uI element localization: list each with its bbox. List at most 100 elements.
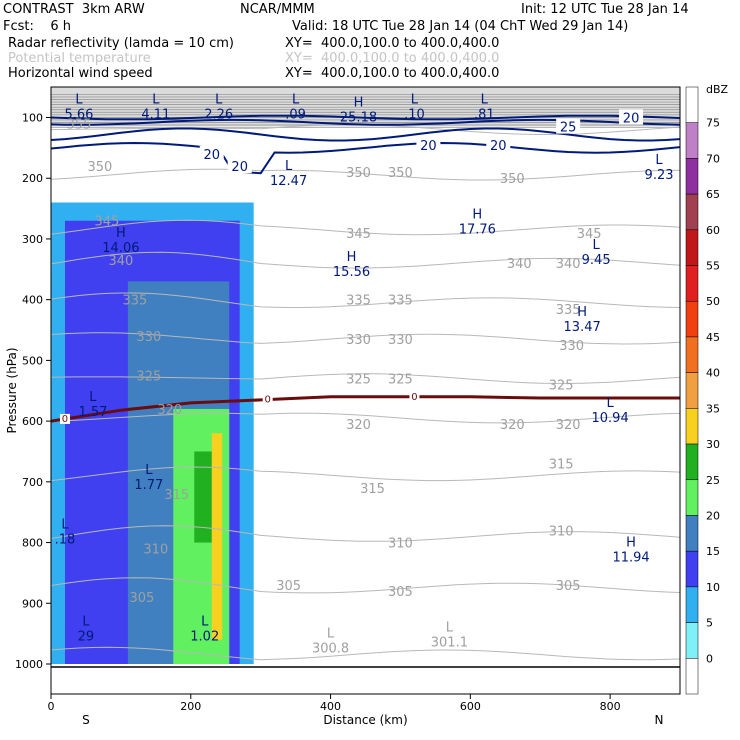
reflectivity-fill-layer (51, 202, 254, 664)
wind-extremum-value: .10 (404, 107, 425, 122)
colorbar-swatch (685, 586, 699, 623)
wind-extremum-value: 1.57 (78, 405, 107, 420)
isotach-label-bg (619, 109, 644, 125)
wind-extremum-type: L (655, 153, 663, 168)
colorbar-level-label: 0 (706, 652, 713, 665)
isotach-label: 25 (560, 121, 577, 136)
wind-extremum-value: .09 (285, 107, 306, 122)
colorbar-level-label: 40 (706, 367, 720, 380)
isentrope-label: 335 (556, 303, 581, 318)
isentrope-label: 320 (157, 403, 182, 418)
colorbar-swatch (685, 86, 699, 123)
isentrope-320 (51, 412, 680, 424)
wind-extremum-type: L (152, 92, 160, 107)
wind-extremum-value: 9.23 (645, 168, 674, 183)
isentrope-label: 355 (67, 118, 92, 133)
wind-extremum-type: L (75, 92, 83, 107)
colorbar-level-label: 10 (706, 581, 720, 594)
colorbar-swatch (685, 229, 699, 266)
y-tick-label: 600 (22, 415, 43, 428)
colorbar-level-label: 60 (706, 224, 720, 237)
isentrope-label: 315 (164, 488, 189, 503)
colorbar-swatch (685, 122, 699, 159)
freezing-level-label: 0 (62, 414, 68, 425)
forecast-hour: Fcst: 6 h (3, 19, 72, 34)
colorbar-swatch (685, 408, 699, 445)
wind-extremum-value: 4.11 (141, 107, 170, 122)
wind-extremum-value: 13.47 (564, 320, 601, 335)
isentrope-label: 350 (346, 166, 371, 181)
colorbar-swatch (685, 265, 699, 302)
isentrope-label: 340 (556, 257, 581, 272)
colorbar-swatch (685, 479, 699, 516)
colorbar-level-label: 35 (706, 402, 720, 415)
isentrope-345 (51, 219, 680, 236)
colorbar-swatch (685, 443, 699, 481)
x-tick-label: 600 (460, 700, 481, 713)
isentrope-350 (51, 168, 680, 181)
theta-extremum-type: L (327, 627, 335, 642)
isentrope-label: 305 (129, 591, 154, 606)
isentrope-label: 325 (136, 370, 161, 385)
freezing-level-label: 0 (411, 392, 417, 403)
isentrope-315 (51, 466, 680, 482)
colorbar-swatch (685, 193, 699, 231)
x-tick-label: 800 (600, 700, 621, 713)
wind-extremum-value: 1.02 (190, 630, 219, 645)
isentrope-label: 335 (388, 294, 413, 309)
isentrope-label: 325 (388, 373, 413, 388)
colorbar-level-label: 5 (706, 617, 713, 630)
x-tick-label: 400 (320, 700, 341, 713)
wind-extremum-type: L (145, 463, 153, 478)
isentrope-label: 310 (549, 524, 574, 539)
isentrope-label: 305 (276, 579, 301, 594)
field-potential-temperature-xy: XY= 400.0,100.0 to 400.0,400.0 (285, 51, 500, 66)
colorbar-level-label: 50 (706, 295, 720, 308)
y-tick-label: 100 (22, 112, 43, 125)
y-tick-label: 200 (22, 172, 43, 185)
freezing-label-bg (409, 391, 420, 402)
reflectivity-core-30 (211, 433, 223, 640)
isotach-label-bg (227, 158, 252, 174)
isentrope-label: 350 (500, 172, 525, 187)
theta-extremum-value: 301.1 (431, 636, 468, 651)
x-tick-label: 0 (48, 700, 55, 713)
wind-extremum-type: H (354, 95, 364, 110)
colorbar-level-label: 65 (706, 188, 720, 201)
x-axis-label: Distance (km) (323, 713, 407, 727)
wind-extremum-type: L (61, 517, 69, 532)
valid-time: Valid: 18 UTC Tue 28 Jan 14 (04 ChT Wed … (292, 19, 629, 34)
isentrope-label: 345 (94, 215, 119, 230)
isotach-label: 20 (420, 139, 437, 154)
freezing-level-line (51, 395, 680, 423)
colorbar-swatch (685, 658, 699, 695)
colorbar-swatch (685, 158, 699, 195)
wind-extremum-value: .18 (55, 532, 76, 547)
freezing-label-bg (262, 394, 273, 405)
colorbar-level-label: 70 (706, 152, 720, 165)
wind-isotach-line (51, 127, 680, 142)
isotach-label: 20 (623, 112, 640, 127)
isotach-label-bg (199, 145, 224, 161)
y-tick-label: 900 (22, 597, 43, 610)
isentrope-label: 310 (388, 537, 413, 552)
wind-extremum-type: L (481, 92, 489, 107)
freezing-level-label: 0 (264, 395, 270, 406)
wind-extremum-value: 12.47 (270, 174, 307, 189)
isentrope-label: 315 (549, 458, 574, 473)
isentrope-label: 325 (346, 373, 371, 388)
wind-isotach-line (51, 114, 680, 121)
wind-speed-contours (51, 114, 680, 175)
isentrope-300 (51, 646, 680, 661)
isentrope-310 (51, 525, 680, 542)
isentrope-label: 325 (549, 379, 574, 394)
wind-extremum-type: L (201, 615, 209, 630)
wind-extremum-type: H (347, 250, 357, 265)
colorbar-title: dBZ (706, 83, 729, 96)
wind-extremum-type: L (593, 238, 601, 253)
freezing-level-layer: 0 0 0 (51, 391, 680, 668)
init-time: Init: 12 UTC Tue 28 Jan 14 (521, 2, 689, 17)
colorbar-level-label: 30 (706, 438, 720, 451)
colorbar-swatch (685, 622, 699, 659)
